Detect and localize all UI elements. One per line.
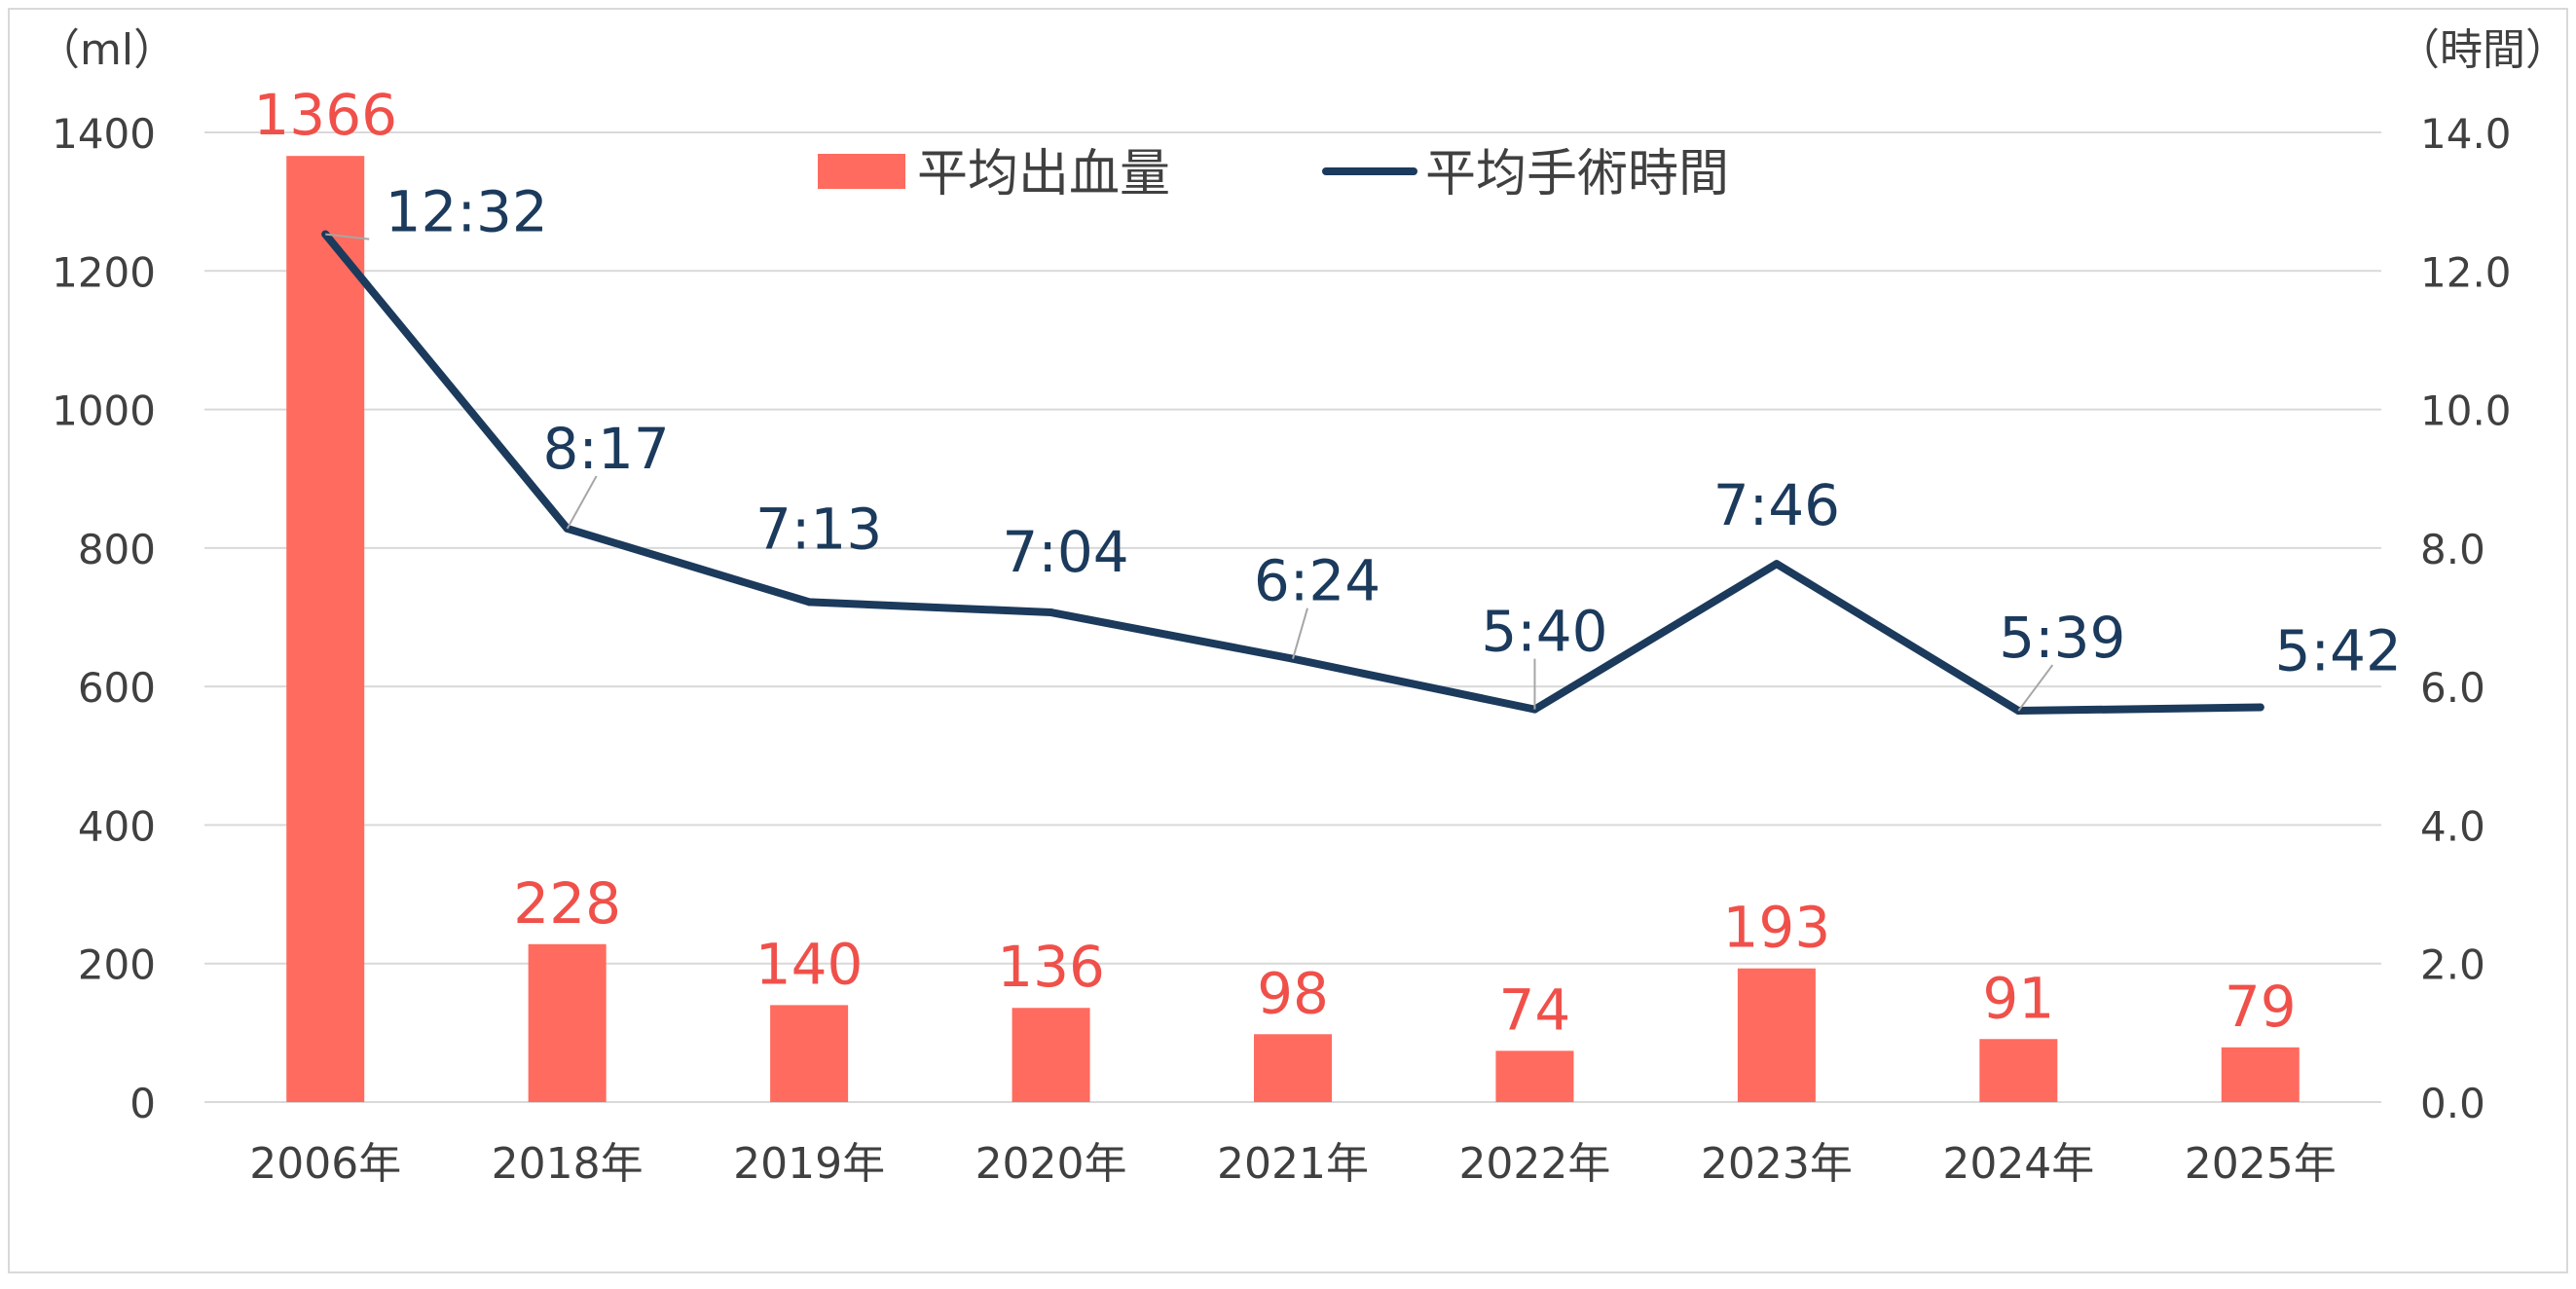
line-data-label: 7:46	[1713, 472, 1840, 538]
legend-swatch-bar	[818, 154, 905, 189]
x-tick-label: 2006年	[249, 1139, 401, 1189]
right-tick-label: 4.0	[2420, 802, 2485, 850]
line-data-label: 12:32	[386, 179, 548, 245]
combo-chart: 0 200 400 600 800 1000 1200 1400 0.0 2.0 4.0 6.0 8.…	[37, 25, 2566, 1189]
bar	[286, 156, 365, 1102]
x-axis: 2006年 2018年 2019年 2020年 2021年 2022年 2023年 2024年…	[249, 1139, 2337, 1189]
bar	[1979, 1039, 2058, 1102]
line-data-label: 7:13	[755, 496, 882, 562]
bar	[1737, 968, 1816, 1102]
leader-line	[566, 475, 598, 530]
legend-label-bar: 平均出血量	[917, 145, 1170, 203]
leader-line	[2017, 664, 2054, 712]
line-data-label: 5:40	[1481, 599, 1607, 665]
bar-data-label: 98	[1257, 960, 1329, 1026]
bar	[2221, 1047, 2300, 1102]
left-tick-label: 0	[129, 1080, 156, 1127]
right-tick-label: 0.0	[2420, 1080, 2485, 1127]
bar	[528, 943, 607, 1102]
right-tick-label: 2.0	[2420, 941, 2485, 989]
x-tick-label: 2024年	[1942, 1139, 2094, 1189]
left-axis-unit: （ml）	[37, 25, 176, 75]
bar-data-labels: 1366 228 140 136 98 74 193 91 79	[253, 82, 2296, 1043]
line-data-label: 6:24	[1254, 548, 1380, 614]
left-tick-label: 800	[78, 526, 156, 573]
line-data-label: 8:17	[543, 416, 670, 482]
bar-data-label: 136	[997, 934, 1105, 1000]
bar-data-label: 1366	[253, 82, 397, 148]
right-axis: 0.0 2.0 4.0 6.0 8.0 10.0 12.0 14.0	[2420, 110, 2512, 1127]
right-axis-unit: （時間）	[2397, 25, 2566, 75]
x-tick-label: 2023年	[1701, 1139, 1853, 1189]
legend-label-line: 平均手術時間	[1425, 145, 1729, 203]
left-tick-label: 400	[78, 802, 156, 850]
left-tick-label: 600	[78, 664, 156, 712]
x-tick-label: 2019年	[733, 1139, 885, 1189]
left-axis: 0 200 400 600 800 1000 1200 1400	[52, 110, 156, 1127]
x-tick-label: 2022年	[1458, 1139, 1610, 1189]
right-tick-label: 6.0	[2420, 664, 2485, 712]
left-tick-label: 1000	[52, 387, 156, 435]
chart-container: 0 200 400 600 800 1000 1200 1400 0.0 2.0 4.0 6.0 8.…	[8, 8, 2568, 1273]
x-tick-label: 2021年	[1217, 1139, 1369, 1189]
line-data-label: 7:04	[1002, 519, 1128, 585]
line-data-label: 5:42	[2275, 617, 2402, 683]
bar-data-label: 228	[513, 870, 621, 937]
bar	[1012, 1008, 1090, 1102]
x-tick-label: 2020年	[975, 1139, 1127, 1189]
left-tick-label: 1200	[52, 248, 156, 296]
bar	[770, 1005, 849, 1102]
left-tick-label: 200	[78, 941, 156, 989]
bar	[1495, 1050, 1574, 1102]
bar-data-label: 193	[1723, 895, 1831, 961]
line-data-labels: 12:32 8:17 7:13 7:04 6:24 5:40 7:46 5:39 5:42	[325, 179, 2402, 712]
right-tick-label: 8.0	[2420, 526, 2485, 573]
x-tick-label: 2018年	[492, 1139, 644, 1189]
right-tick-label: 14.0	[2420, 110, 2512, 158]
left-tick-label: 1400	[52, 110, 156, 158]
right-tick-label: 12.0	[2420, 248, 2512, 296]
bar-data-label: 79	[2225, 974, 2297, 1040]
bar-data-label: 91	[1982, 965, 2054, 1031]
bar-data-label: 74	[1499, 976, 1571, 1043]
line-point	[805, 598, 814, 607]
line-data-label: 5:39	[1999, 605, 2125, 671]
legend: 平均出血量 平均手術時間	[818, 145, 1729, 203]
leader-line	[325, 233, 370, 240]
bar	[1254, 1034, 1332, 1102]
bar-data-label: 140	[755, 931, 864, 997]
right-tick-label: 10.0	[2420, 387, 2512, 435]
line-point	[1047, 608, 1055, 617]
x-tick-label: 2025年	[2185, 1139, 2337, 1189]
line-point	[2256, 703, 2264, 712]
bar-series	[286, 156, 2300, 1102]
leader-line	[1292, 608, 1308, 659]
line-point	[1772, 560, 1781, 569]
